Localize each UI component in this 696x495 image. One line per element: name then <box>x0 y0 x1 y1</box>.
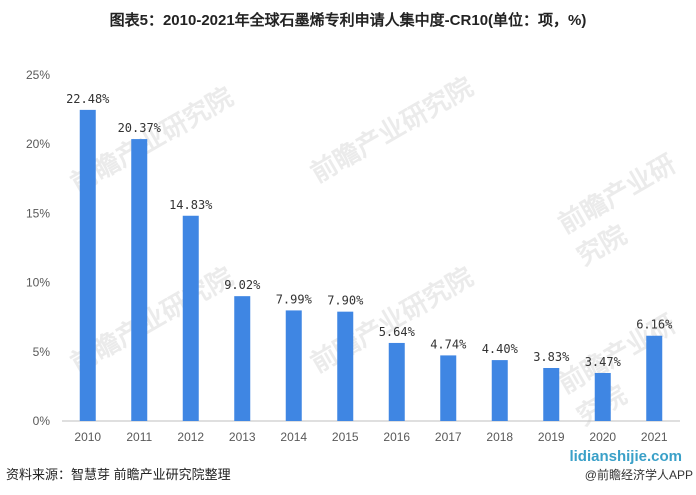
bar <box>285 310 302 421</box>
x-tick-label: 2011 <box>126 430 152 444</box>
x-tick-label: 2013 <box>229 430 256 444</box>
bar <box>131 139 148 421</box>
x-tick-label: 2017 <box>435 430 462 444</box>
data-label: 4.40% <box>482 342 519 356</box>
bar <box>491 360 508 421</box>
x-tick-label: 2010 <box>74 430 101 444</box>
y-tick-label: 10% <box>26 276 50 290</box>
x-tick-label: 2019 <box>538 430 565 444</box>
x-tick-label: 2021 <box>641 430 668 444</box>
bar <box>182 215 199 421</box>
bar <box>234 296 251 421</box>
bar <box>337 311 354 421</box>
bar <box>594 372 611 421</box>
x-tick-label: 2012 <box>177 430 204 444</box>
bar <box>79 109 96 421</box>
data-label: 9.02% <box>224 278 261 292</box>
app-watermark: @前瞻经济学人APP <box>584 468 693 482</box>
data-label: 3.47% <box>585 355 622 369</box>
data-label: 14.83% <box>169 198 213 212</box>
bar <box>646 335 663 421</box>
data-label: 20.37% <box>118 121 162 135</box>
source-note: 资料来源：智慧芽 前瞻产业研究院整理 <box>6 467 231 482</box>
y-tick-label: 0% <box>33 414 51 428</box>
y-tick-label: 20% <box>26 137 50 151</box>
data-label: 7.99% <box>276 292 313 306</box>
bar <box>440 355 457 421</box>
data-label: 3.83% <box>533 350 570 364</box>
data-label: 5.64% <box>379 325 416 339</box>
data-label: 4.74% <box>430 337 467 351</box>
y-tick-label: 25% <box>26 68 50 82</box>
x-tick-label: 2018 <box>486 430 513 444</box>
x-tick-label: 2016 <box>383 430 410 444</box>
x-tick-label: 2015 <box>332 430 359 444</box>
data-label: 6.16% <box>636 318 673 332</box>
x-tick-label: 2014 <box>280 430 307 444</box>
site-watermark: lidianshijie.com <box>569 448 682 465</box>
chart-title: 图表5：2010-2021年全球石墨烯专利申请人集中度-CR10(单位：项，%) <box>109 12 587 29</box>
bar <box>543 367 560 421</box>
bar <box>388 342 405 421</box>
data-label: 7.90% <box>327 294 364 308</box>
y-tick-label: 15% <box>26 206 50 220</box>
data-label: 22.48% <box>66 92 110 106</box>
x-tick-label: 2020 <box>589 430 616 444</box>
y-tick-label: 5% <box>33 345 51 359</box>
